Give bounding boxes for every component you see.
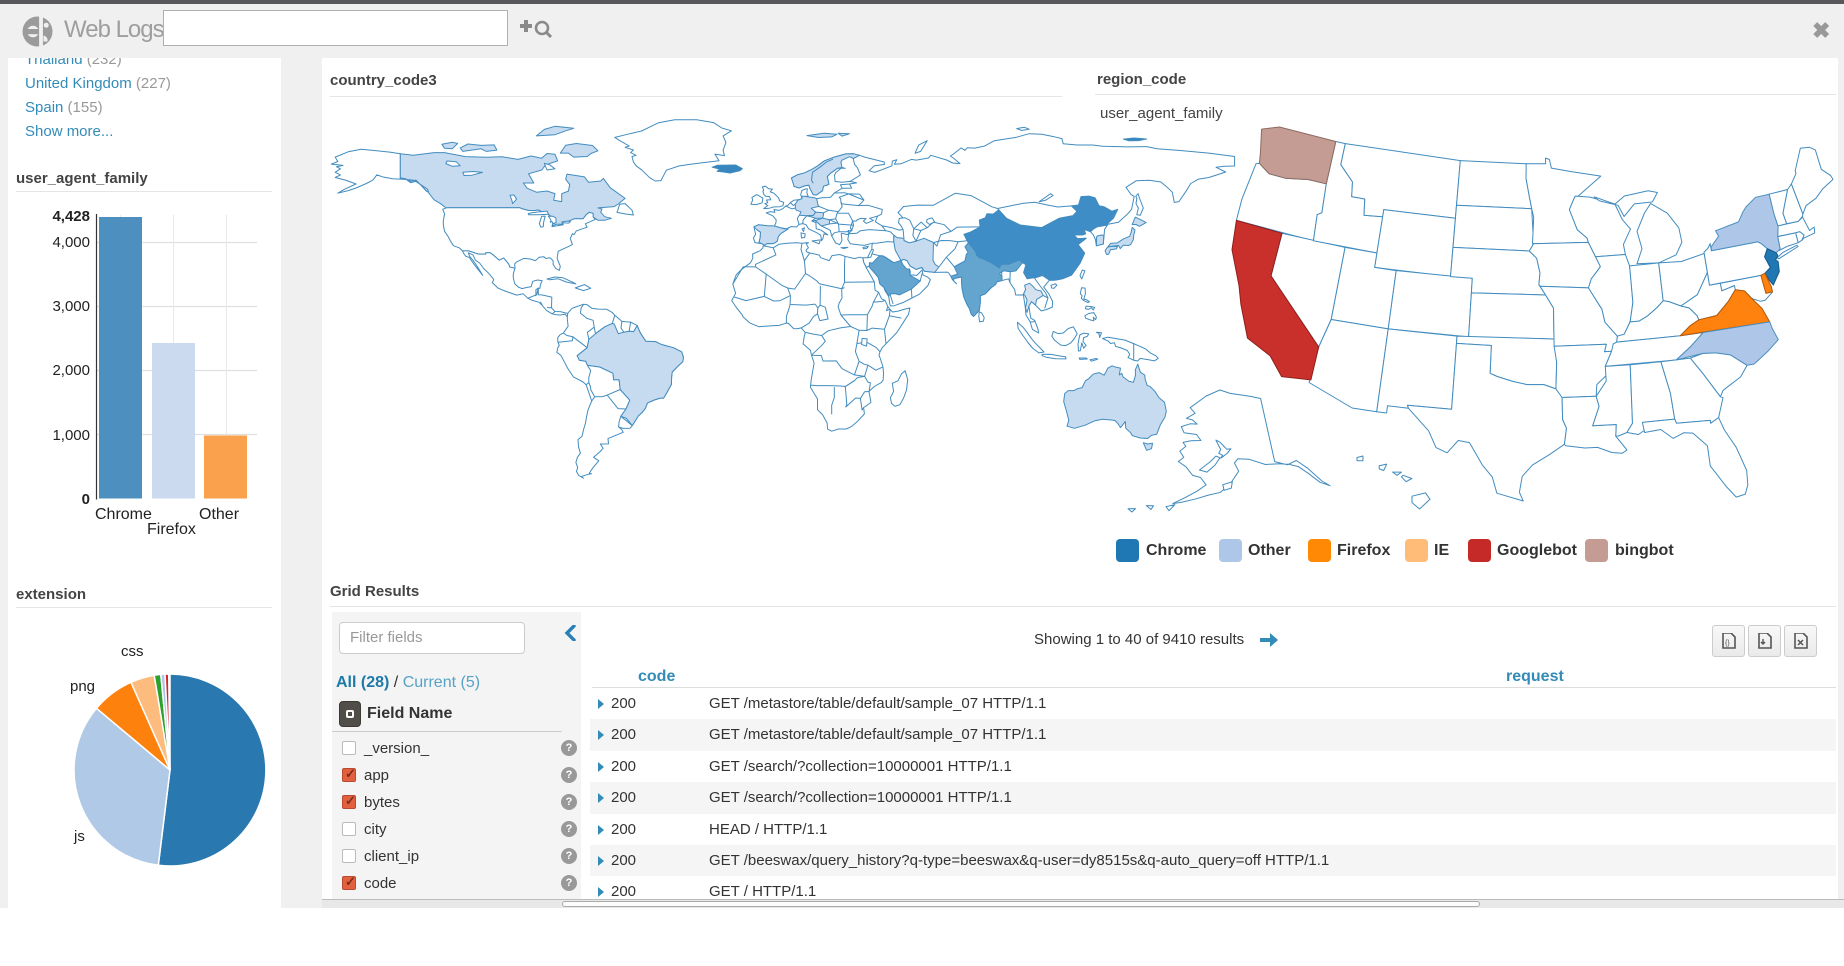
svg-text:{}: {}	[1725, 640, 1730, 647]
